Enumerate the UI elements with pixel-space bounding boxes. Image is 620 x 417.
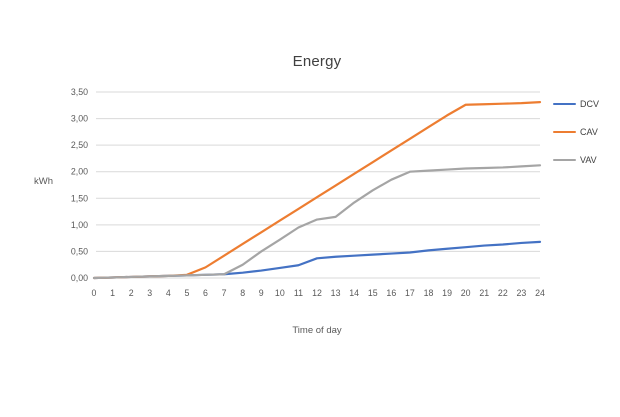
x-tick-label: 15 [368, 288, 378, 298]
series-line-vav [92, 164, 542, 280]
x-tick-label: 3 [147, 288, 152, 298]
x-tick-label: 13 [331, 288, 341, 298]
legend-label: CAV [580, 127, 598, 137]
y-tick-label: 3,50 [71, 87, 88, 97]
x-tick-label: 0 [92, 288, 97, 298]
x-tick-label: 18 [424, 288, 434, 298]
y-tick-label: 3,00 [71, 114, 88, 124]
y-tick-label: 0,50 [71, 246, 88, 256]
x-tick-label: 22 [498, 288, 508, 298]
x-tick-label: 9 [259, 288, 264, 298]
x-tick-label: 11 [294, 288, 303, 298]
y-tick-label: 2,00 [71, 167, 88, 177]
x-tick-label: 4 [166, 288, 171, 298]
legend-item-vav: VAV [553, 155, 599, 165]
x-tick-label: 12 [312, 288, 322, 298]
x-tick-label: 16 [386, 288, 396, 298]
y-tick-label: 0,00 [71, 273, 88, 283]
x-tick-label: 17 [405, 288, 415, 298]
y-axis-title: kWh [34, 176, 53, 187]
legend-item-dcv: DCV [553, 99, 599, 109]
series-line-dcv [92, 240, 542, 280]
x-tick-label: 10 [275, 288, 285, 298]
x-tick-label: 6 [203, 288, 208, 298]
x-tick-label: 19 [442, 288, 452, 298]
y-tick-label: 2,50 [71, 140, 88, 150]
x-tick-label: 20 [461, 288, 471, 298]
x-tick-label: 23 [517, 288, 527, 298]
x-tick-label: 8 [240, 288, 245, 298]
x-tick-label: 14 [349, 288, 359, 298]
legend-item-cav: CAV [553, 127, 599, 137]
x-tick-label: 2 [129, 288, 134, 298]
y-tick-label: 1,00 [71, 220, 88, 230]
chart-title: Energy [292, 53, 342, 70]
x-tick-label: 5 [184, 288, 189, 298]
x-tick-label: 24 [535, 288, 545, 298]
legend-line-swatch [553, 102, 576, 106]
legend-line-swatch [553, 130, 576, 134]
x-axis-title: Time of day [292, 325, 342, 336]
x-tick-label: 7 [222, 288, 227, 298]
y-tick-label: 1,50 [71, 193, 88, 203]
legend: DCV CAV VAV [553, 99, 599, 165]
legend-label: VAV [580, 155, 597, 165]
legend-line-swatch [553, 158, 576, 162]
legend-label: DCV [580, 99, 600, 109]
x-tick-label: 21 [479, 288, 489, 298]
x-tick-label: 1 [110, 288, 115, 298]
